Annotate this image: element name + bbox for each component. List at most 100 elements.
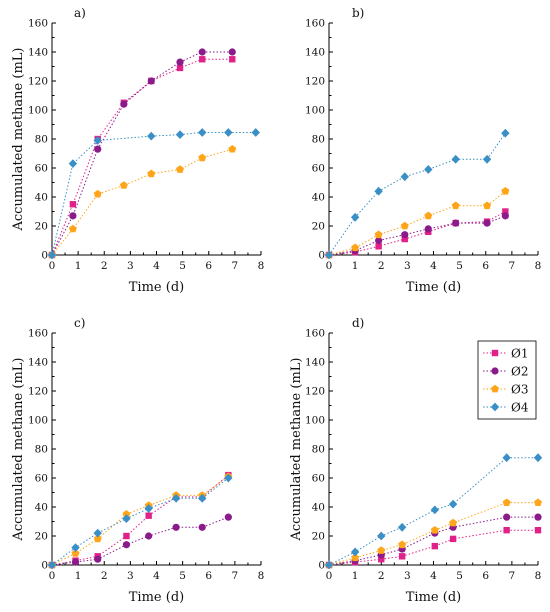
x-tick-label: 4	[430, 570, 437, 582]
data-point	[93, 528, 102, 538]
legend-marker	[491, 384, 499, 393]
x-tick-label: 4	[153, 570, 160, 582]
x-tick-label: 7	[232, 570, 239, 582]
x-tick-label: 8	[258, 570, 265, 582]
series-line	[51, 51, 233, 256]
y-tick-label: 100	[305, 105, 325, 117]
x-tick-label: 5	[179, 260, 186, 272]
panel-label: d)	[352, 316, 364, 330]
data-point	[69, 201, 77, 208]
data-point	[93, 136, 102, 145]
y-tick-label: 80	[312, 444, 325, 456]
data-point	[144, 504, 153, 513]
x-axis-title: Time (d)	[406, 280, 461, 295]
data-point	[224, 128, 233, 137]
data-point	[93, 189, 102, 198]
data-point	[501, 212, 509, 220]
data-point	[377, 531, 386, 541]
data-point	[145, 532, 153, 540]
y-tick-label: 100	[305, 415, 325, 427]
y-tick-label: 60	[35, 163, 48, 175]
data-point	[324, 250, 334, 260]
data-point	[119, 181, 128, 189]
x-tick-label: 0	[326, 260, 333, 272]
y-tick-label: 160	[305, 328, 325, 340]
x-tick-label: 7	[509, 260, 516, 272]
data-point	[503, 513, 511, 521]
data-point	[451, 201, 460, 210]
data-point	[122, 510, 131, 518]
data-point	[47, 560, 57, 570]
data-point	[534, 527, 542, 534]
y-tick-label: 0	[318, 250, 325, 262]
series-3	[48, 472, 233, 569]
y-tick-label: 160	[28, 18, 48, 30]
y-tick-label: 120	[28, 386, 48, 398]
legend-marker	[490, 402, 500, 412]
data-point	[401, 235, 408, 243]
data-point	[176, 64, 184, 72]
series-2	[48, 513, 232, 569]
x-tick-label: 8	[535, 570, 542, 582]
legend-label: Ø1	[511, 347, 528, 361]
x-tick-label: 1	[75, 260, 82, 272]
data-point	[198, 128, 207, 137]
data-point	[503, 527, 510, 534]
y-tick-label: 60	[35, 473, 48, 485]
x-tick-label: 6	[482, 570, 489, 582]
x-tick-label: 0	[49, 570, 56, 582]
y-tick-label: 0	[41, 250, 48, 262]
data-point	[451, 154, 460, 164]
data-point	[229, 56, 236, 63]
panel-label: c)	[74, 316, 85, 330]
series-4	[47, 128, 260, 260]
x-tick-label: 3	[404, 260, 411, 272]
data-point	[199, 56, 206, 63]
data-point	[175, 130, 185, 140]
data-point	[400, 221, 409, 230]
legend-box	[477, 340, 537, 420]
data-point	[198, 153, 207, 162]
x-tick-label: 4	[430, 260, 437, 272]
data-point	[228, 48, 236, 56]
y-tick-label: 100	[28, 105, 48, 117]
chart-panel-b: 0 20 40 60 80 100 120 140 160 0 1 2 3 4 5 6 7 8 Time (d) b)	[305, 6, 541, 295]
chart-panel-c: 0 20 40 60 80 100 120 140 160 0 1 2 3 4 5 6 7 8 Time (d) Ac…	[11, 316, 264, 605]
x-axis-title: Time (d)	[129, 280, 184, 295]
data-point	[147, 77, 155, 85]
x-axis-title: Time (d)	[406, 590, 461, 605]
data-point	[483, 219, 491, 227]
data-point	[198, 48, 206, 56]
series-line	[51, 148, 233, 256]
data-point	[123, 532, 130, 540]
x-tick-label: 3	[127, 570, 134, 582]
y-axis-title: Accumulated methane (mL)	[11, 358, 26, 542]
y-tick-label: 80	[35, 444, 48, 456]
data-point	[401, 231, 409, 239]
y-tick-label: 160	[28, 328, 48, 340]
series-3	[48, 144, 237, 259]
data-point	[224, 513, 232, 521]
series-4	[324, 128, 510, 260]
x-tick-label: 8	[535, 260, 542, 272]
legend-label: Ø2	[511, 365, 528, 379]
x-tick-label: 5	[179, 570, 186, 582]
chart-panel-a: 0 20 40 60 80 100 120 140 160 0 1 2 3 4 5 6 7 8 Time (d) Ac…	[11, 6, 264, 295]
data-point	[424, 225, 432, 233]
data-point	[533, 453, 543, 463]
y-tick-label: 40	[312, 192, 325, 204]
data-point	[94, 555, 102, 563]
data-point	[448, 499, 458, 509]
data-point	[224, 473, 233, 483]
y-tick-label: 20	[312, 221, 325, 233]
y-tick-label: 60	[312, 473, 325, 485]
panel-label: a)	[74, 6, 86, 20]
data-point	[374, 230, 383, 239]
data-point	[350, 547, 360, 557]
data-point	[324, 560, 334, 570]
x-tick-label: 0	[49, 260, 56, 272]
y-tick-label: 160	[305, 18, 325, 30]
x-tick-label: 8	[258, 260, 265, 272]
x-tick-label: 4	[153, 260, 160, 272]
